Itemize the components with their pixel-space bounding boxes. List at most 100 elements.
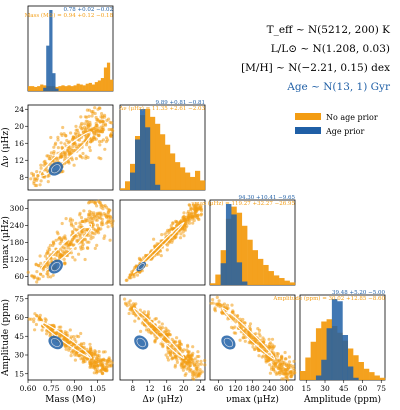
sample-point-no-age-prior — [186, 343, 190, 347]
hist-panel-mass — [27, 5, 114, 92]
sample-point-no-age-prior — [157, 244, 161, 248]
sample-point-no-age-prior — [123, 297, 127, 301]
hist-bar-no-age-prior — [165, 144, 171, 190]
sample-point-no-age-prior — [39, 272, 43, 276]
hist-bar-no-age-prior — [305, 357, 311, 380]
sample-point-no-age-prior — [41, 274, 45, 278]
sample-point-no-age-prior — [88, 148, 92, 153]
sample-point-no-age-prior — [39, 163, 43, 167]
sample-point-no-age-prior — [127, 311, 131, 316]
sample-point-no-age-prior — [31, 174, 35, 178]
sample-point-no-age-prior — [74, 221, 78, 225]
sample-point-no-age-prior — [46, 250, 50, 254]
sample-point-no-age-prior — [33, 312, 37, 316]
sample-point-no-age-prior — [79, 331, 83, 336]
sample-point-no-age-prior — [105, 221, 109, 225]
hist-bar-no-age-prior — [85, 83, 89, 91]
samples-age-prior — [136, 261, 146, 272]
sample-point-no-age-prior — [292, 359, 296, 363]
sample-point-no-age-prior — [86, 120, 90, 124]
x-axis-label-amp: Amplitude (ppm) — [303, 394, 381, 405]
sample-point-no-age-prior — [221, 303, 225, 307]
hist-bar-age-prior — [150, 163, 156, 190]
sample-point-no-age-prior — [110, 222, 114, 226]
sample-point-no-age-prior — [76, 131, 80, 135]
sample-point-no-age-prior — [72, 142, 76, 146]
sample-point-no-age-prior — [60, 221, 64, 226]
hist-bar-age-prior — [326, 328, 333, 380]
sample-point-no-age-prior — [196, 207, 200, 211]
contour-age-prior — [136, 337, 146, 348]
sample-point-no-age-prior — [35, 178, 39, 182]
sample-point-no-age-prior — [172, 236, 176, 240]
sample-point-no-age-prior — [199, 209, 204, 213]
sample-point-no-age-prior — [39, 261, 43, 265]
sample-point-no-age-prior — [73, 258, 77, 262]
sample-point-no-age-prior — [67, 140, 72, 144]
sample-point-no-age-prior — [97, 133, 101, 137]
y-tick-label: 75 — [14, 294, 24, 303]
samples-age-prior — [221, 335, 236, 350]
hist-bar-age-prior — [231, 214, 237, 285]
sample-point-no-age-prior — [132, 275, 136, 279]
x-tick-label: 120 — [228, 384, 243, 393]
sample-point-no-age-prior — [93, 350, 98, 354]
sample-point-no-age-prior — [63, 142, 67, 146]
sample-point-no-age-prior — [137, 256, 141, 260]
marginal-title-no-age-prior: Mass (M⊙) = 0.94 +0.12 −0.18 — [25, 12, 114, 19]
sample-point-no-age-prior — [196, 217, 200, 221]
sample-point-no-age-prior — [170, 357, 174, 361]
sample-point-no-age-prior — [65, 338, 69, 342]
sample-point-no-age-prior — [75, 238, 79, 242]
sample-point-no-age-prior — [29, 317, 33, 321]
sample-point-no-age-prior — [287, 360, 292, 364]
sample-point-no-age-prior — [174, 340, 178, 344]
sample-point-no-age-prior — [217, 299, 221, 303]
sample-point-no-age-prior — [191, 376, 195, 380]
sample-point-no-age-prior — [95, 364, 99, 368]
samples-no-age-prior — [123, 297, 207, 381]
sample-point-no-age-prior — [40, 328, 44, 332]
sample-point-no-age-prior — [243, 321, 247, 325]
sample-point-no-age-prior — [178, 228, 182, 232]
x-tick-label: 24 — [196, 384, 206, 393]
sample-point-no-age-prior — [32, 320, 36, 324]
x-axis-label-numax: νmax (μHz) — [226, 394, 279, 405]
sample-point-no-age-prior — [95, 243, 99, 247]
sample-point-no-age-prior — [173, 347, 177, 351]
sample-point-no-age-prior — [248, 324, 252, 328]
sample-point-no-age-prior — [49, 161, 53, 165]
hist-bar-no-age-prior — [289, 282, 296, 285]
samples-age-prior — [134, 335, 149, 350]
contour-age-prior — [137, 263, 145, 271]
sample-point-no-age-prior — [73, 358, 77, 362]
sample-point-no-age-prior — [279, 355, 283, 359]
sample-point-no-age-prior — [185, 362, 190, 366]
sample-point-no-age-prior — [87, 212, 91, 216]
sample-point-no-age-prior — [287, 355, 291, 359]
sample-point-no-age-prior — [105, 362, 109, 366]
sample-point-no-age-prior — [66, 243, 70, 247]
hist-bar-no-age-prior — [170, 153, 176, 190]
sample-point-no-age-prior — [198, 368, 202, 372]
sample-point-no-age-prior — [51, 273, 55, 277]
y-tick-label: 180 — [10, 238, 25, 247]
hist-bar-age-prior — [331, 299, 338, 380]
sample-point-no-age-prior — [78, 233, 82, 238]
sample-point-no-age-prior — [96, 129, 100, 133]
cluster-age-prior — [136, 261, 146, 272]
sample-point-no-age-prior — [283, 350, 287, 355]
sample-point-no-age-prior — [167, 229, 171, 233]
sample-point-no-age-prior — [189, 353, 194, 357]
marginal-title-no-age-prior: Amplitude (ppm) = 30.02 +12.85 −8.60 — [272, 295, 385, 302]
sample-point-no-age-prior — [59, 325, 63, 329]
scatter-panel-mass-numax: 60 120 180 240 300 — [10, 199, 115, 286]
sample-point-no-age-prior — [61, 236, 65, 240]
sample-point-no-age-prior — [274, 372, 278, 376]
sample-point-no-age-prior — [267, 342, 272, 346]
sample-point-no-age-prior — [215, 295, 219, 299]
sample-point-no-age-prior — [270, 345, 274, 349]
sample-point-no-age-prior — [56, 135, 60, 139]
sample-point-no-age-prior — [92, 130, 96, 134]
hist-bar-age-prior — [145, 127, 151, 190]
